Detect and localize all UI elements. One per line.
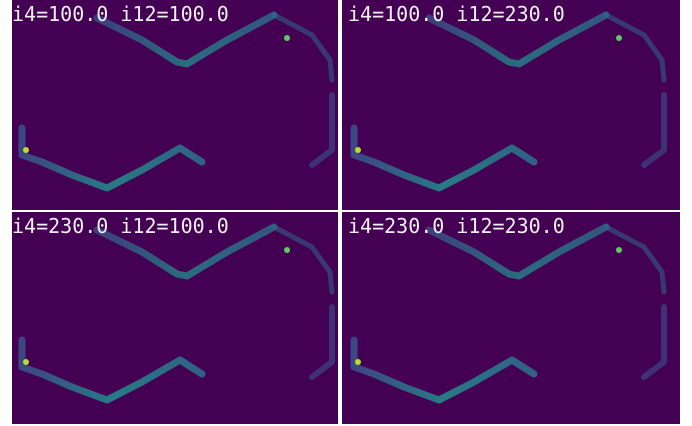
image-grid: i4=100.0 i12=100.0 i4=100.0 i12=230.0 i4… xyxy=(0,0,692,426)
panel-title: i4=100.0 i12=100.0 xyxy=(12,2,229,26)
panel-title: i4=230.0 i12=230.0 xyxy=(348,214,565,238)
panel-title: i4=230.0 i12=100.0 xyxy=(12,214,229,238)
panel-title: i4=100.0 i12=230.0 xyxy=(348,2,565,26)
panel: i4=100.0 i12=100.0 xyxy=(12,0,338,210)
panel: i4=100.0 i12=230.0 xyxy=(342,0,680,210)
panel: i4=230.0 i12=230.0 xyxy=(342,212,680,424)
panel: i4=230.0 i12=100.0 xyxy=(12,212,338,424)
